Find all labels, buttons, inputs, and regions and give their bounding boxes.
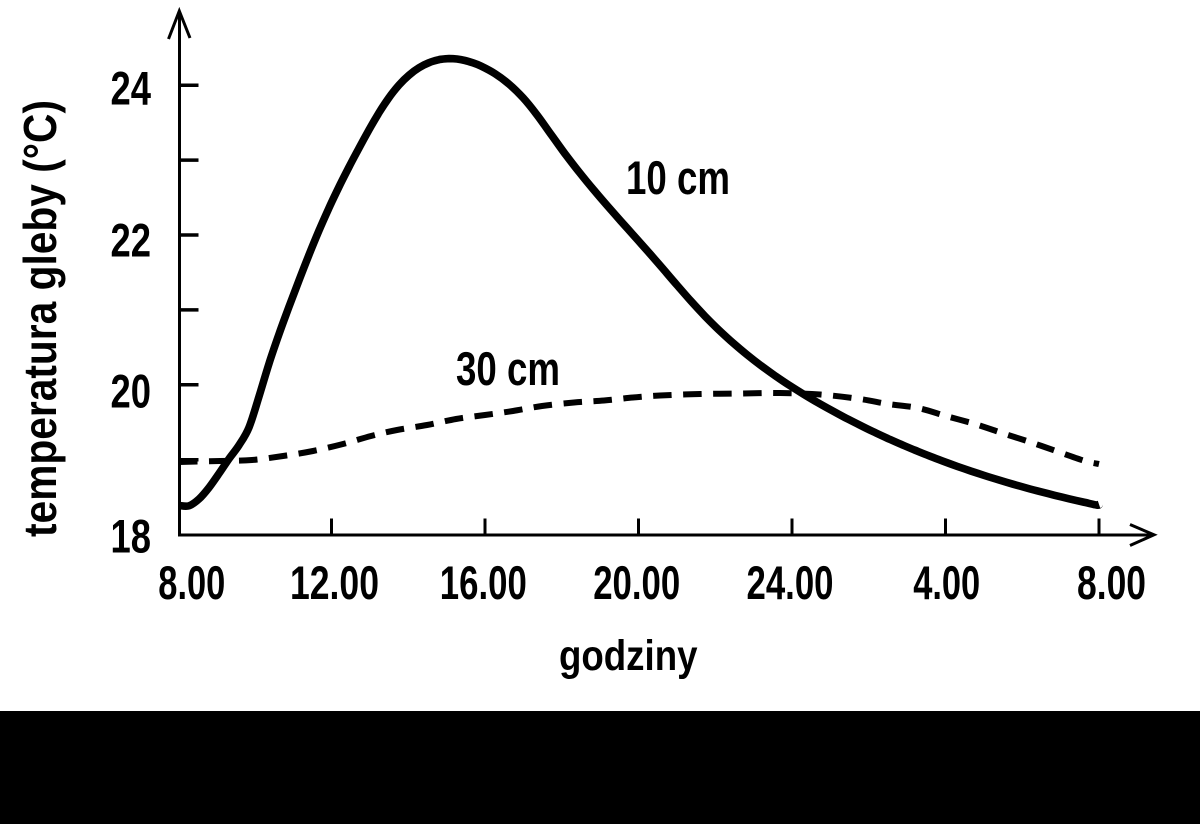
svg-text:16.00: 16.00 (440, 556, 527, 609)
svg-text:4.00: 4.00 (913, 556, 980, 609)
svg-text:24: 24 (111, 61, 152, 114)
svg-text:8.00: 8.00 (158, 556, 225, 609)
svg-text:10 cm: 10 cm (626, 151, 730, 204)
svg-text:20.00: 20.00 (593, 556, 680, 609)
svg-text:24.00: 24.00 (747, 556, 834, 609)
svg-text:godziny: godziny (559, 632, 698, 680)
svg-text:8.00: 8.00 (1077, 556, 1146, 609)
svg-text:temperatura gleby (°C): temperatura gleby (°C) (14, 100, 66, 537)
svg-text:22: 22 (111, 213, 152, 266)
svg-text:20: 20 (111, 364, 152, 417)
svg-text:30 cm: 30 cm (456, 342, 560, 395)
svg-text:18: 18 (111, 509, 152, 562)
svg-text:12.00: 12.00 (290, 556, 379, 609)
